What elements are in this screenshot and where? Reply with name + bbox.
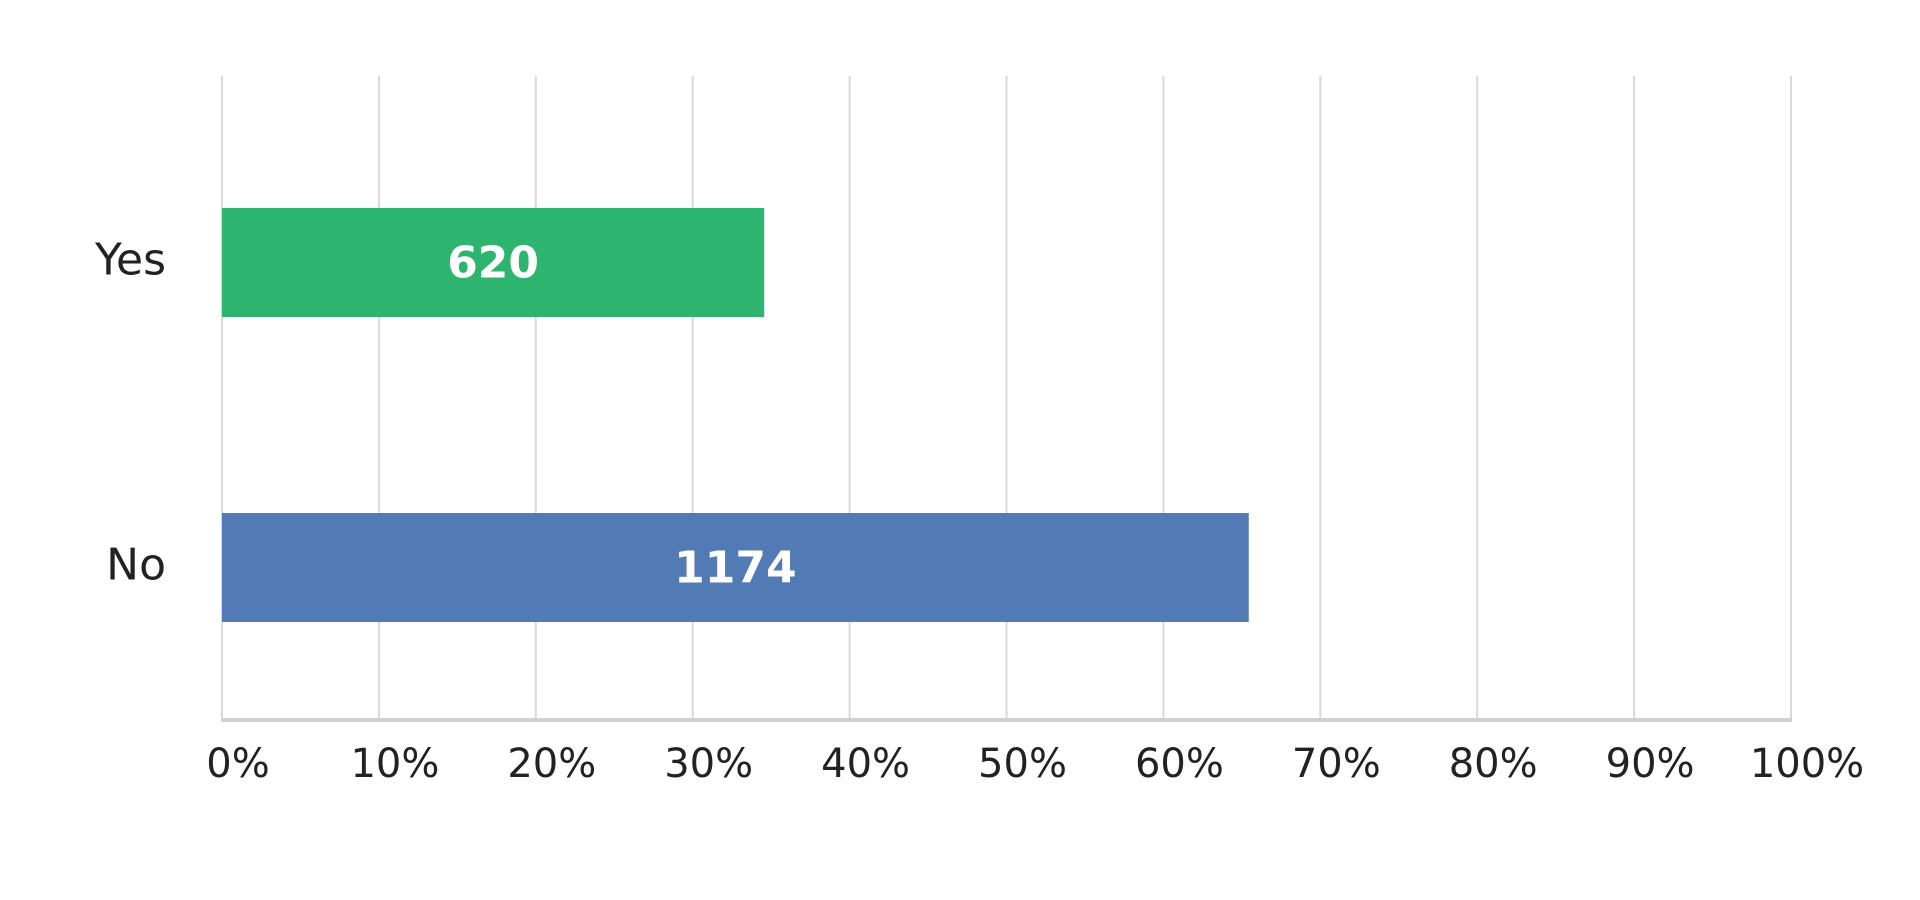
data-label: 1174 <box>674 543 796 594</box>
x-tick-label: 100% <box>1750 741 1864 787</box>
x-tick-label: 60% <box>1135 741 1224 787</box>
x-tick-label: 50% <box>978 741 1067 787</box>
x-tick-label: 20% <box>507 741 596 787</box>
x-tick-label: 30% <box>664 741 753 787</box>
x-tick-label: 0% <box>206 741 269 787</box>
y-tick-label: No <box>106 540 166 591</box>
data-label: 620 <box>447 238 539 289</box>
x-tick-label: 10% <box>350 741 439 787</box>
bar <box>222 208 765 317</box>
y-tick-label: Yes <box>94 235 166 286</box>
x-tick-label: 40% <box>821 741 910 787</box>
x-tick-label: 70% <box>1292 741 1381 787</box>
x-tick-label: 90% <box>1606 741 1695 787</box>
x-tick-label: 80% <box>1449 741 1538 787</box>
bar <box>222 513 1249 622</box>
